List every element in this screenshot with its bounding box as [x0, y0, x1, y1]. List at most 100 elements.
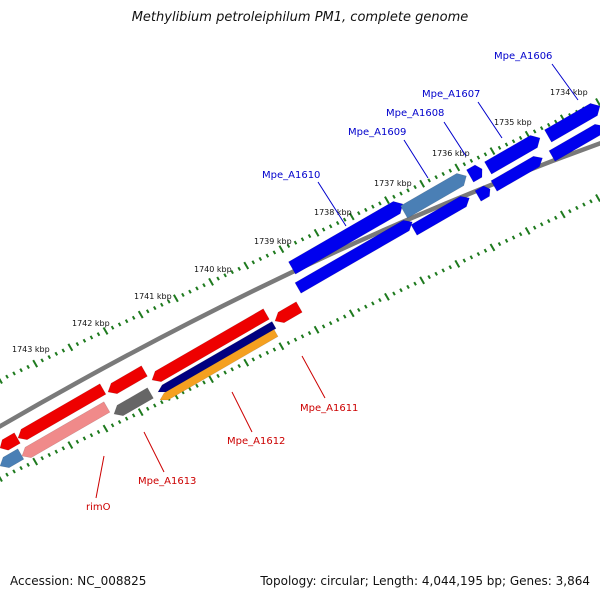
gene-mpe-a1612-navy: [157, 321, 277, 393]
tick-label: 1740 kbp: [194, 265, 232, 274]
inner-tick: [462, 258, 467, 263]
outer-tick: [335, 220, 340, 226]
inner-tick: [216, 373, 220, 378]
inner-tick: [5, 472, 9, 477]
outer-tick: [82, 338, 87, 343]
inner-tick: [342, 314, 347, 319]
outer-tick: [307, 234, 312, 239]
inner-tick: [251, 357, 256, 362]
outer-tick: [124, 319, 129, 324]
inner-tick: [26, 462, 30, 467]
gene-mpe-a1607: [484, 135, 541, 175]
inner-tick: [300, 334, 305, 339]
gene-rimo-upper: [17, 383, 107, 441]
gene-mpe-a1608: [466, 164, 483, 183]
inner-tick: [223, 370, 227, 375]
inner-tick: [348, 309, 355, 318]
outer-tick: [272, 250, 277, 255]
inner-tick: [399, 288, 403, 293]
outer-tick: [348, 212, 355, 221]
inner-tick: [19, 466, 23, 471]
outer-tick: [216, 276, 220, 281]
leader-line-rimo: [95, 455, 105, 499]
gene-label-rimo: rimO: [86, 502, 111, 513]
inner-tick: [469, 255, 474, 260]
inner-tick: [286, 340, 291, 345]
gene-mpe-a1608-b: [474, 185, 491, 202]
gene-mpe-a1610-b: [294, 219, 413, 294]
inner-tick: [188, 387, 192, 392]
outer-tick: [399, 191, 403, 196]
inner-tick: [195, 383, 199, 388]
inner-tick: [230, 367, 234, 372]
leader-line-mpe-a1611: [301, 355, 326, 399]
inner-tick: [511, 235, 516, 240]
outer-tick: [265, 253, 270, 258]
outer-tick: [546, 122, 551, 127]
inner-tick: [89, 433, 94, 438]
gene-left-edge: [0, 432, 21, 451]
outer-tick: [469, 158, 474, 163]
inner-tick: [321, 324, 326, 329]
outer-tick: [0, 378, 3, 384]
inner-tick: [145, 406, 150, 411]
gene-label-mpe-a1606: Mpe_A1606: [494, 51, 552, 62]
outer-tick: [230, 270, 234, 275]
leader-line-mpe-a1612: [231, 391, 253, 433]
outer-tick: [371, 204, 375, 209]
outer-tick: [483, 152, 488, 157]
outer-tick: [160, 302, 164, 307]
inner-tick: [75, 439, 80, 444]
inner-tick: [237, 363, 241, 369]
gene-label-mpe-a1612: Mpe_A1612: [227, 436, 285, 447]
outer-tick: [278, 245, 285, 254]
inner-tick: [518, 232, 523, 237]
inner-tick: [131, 413, 136, 418]
gene-mpe-a1611: [274, 301, 303, 324]
outer-tick: [195, 286, 199, 291]
tick-label: 1741 kbp: [134, 292, 172, 301]
outer-tick: [321, 227, 326, 232]
inner-tick: [278, 342, 285, 351]
outer-tick: [427, 178, 431, 183]
outer-tick: [448, 168, 453, 173]
outer-tick: [518, 135, 523, 141]
inner-tick: [208, 375, 214, 384]
inner-tick: [32, 457, 39, 466]
inner-tick: [476, 251, 481, 257]
tick-marks: [0, 98, 600, 482]
inner-tick: [532, 225, 537, 230]
inner-tick: [483, 248, 488, 253]
outer-tick: [392, 194, 396, 199]
outer-tick: [293, 240, 298, 245]
inner-tick: [524, 226, 531, 235]
gene-mpe-a1613: [113, 387, 154, 417]
inner-tick: [61, 446, 66, 451]
inner-tick: [419, 276, 425, 285]
outer-tick: [300, 237, 305, 242]
outer-tick: [511, 139, 516, 144]
outer-tick: [454, 163, 461, 172]
inner-tick: [497, 242, 502, 247]
inner-tick: [272, 347, 277, 352]
inner-tick: [539, 222, 544, 227]
outer-tick: [153, 305, 157, 311]
inner-tick: [258, 354, 263, 359]
inner-tick: [110, 423, 115, 428]
inner-tick: [413, 281, 417, 286]
inner-tick: [153, 403, 157, 408]
outer-tick: [137, 310, 144, 319]
tick-label: 1737 kbp: [374, 179, 412, 188]
gene-label-mpe-a1613: Mpe_A1613: [138, 476, 196, 487]
inner-tick: [595, 194, 600, 202]
gene-mpe-a1612-orange: [159, 329, 279, 401]
outer-tick: [26, 364, 30, 369]
inner-tick: [12, 469, 16, 474]
outer-tick: [54, 351, 59, 356]
outer-tick: [102, 326, 109, 335]
tick-label: 1735 kbp: [494, 118, 532, 127]
inner-tick: [371, 301, 375, 306]
inner-tick: [357, 307, 361, 313]
inner-tick: [328, 321, 333, 326]
